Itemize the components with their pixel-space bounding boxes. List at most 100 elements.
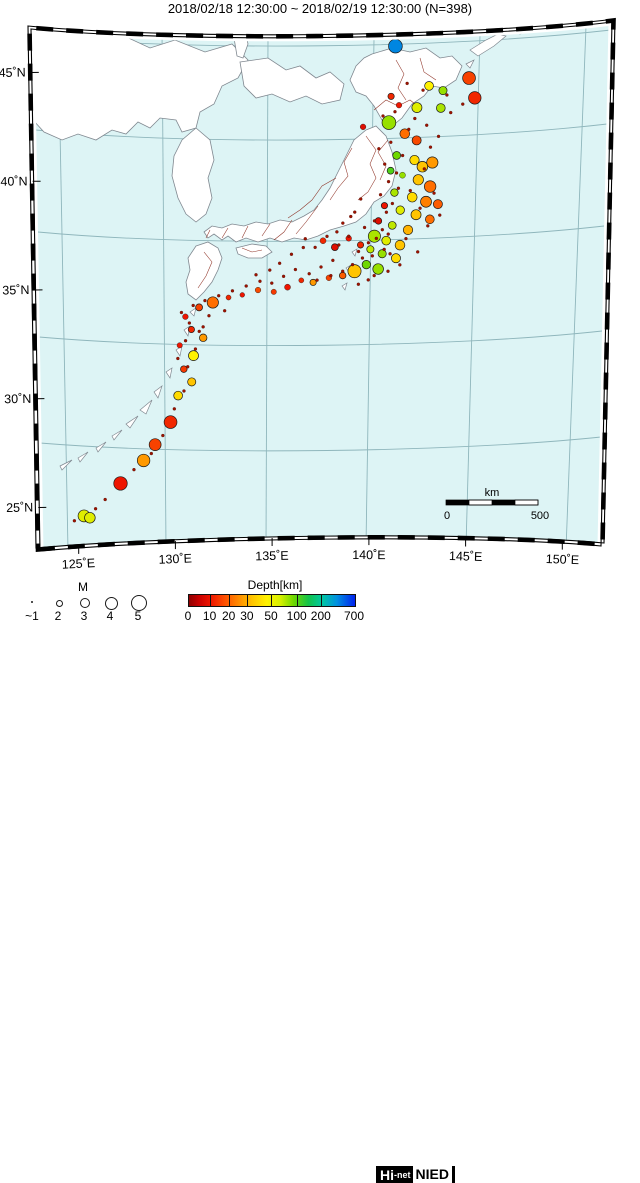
longitude-tick-label: 150˚E <box>546 552 580 567</box>
depth-tick <box>271 594 272 607</box>
earthquake-marker <box>469 92 482 105</box>
magnitude-symbol <box>80 598 90 608</box>
earthquake-marker <box>329 274 332 277</box>
earthquake-marker <box>424 181 436 193</box>
earthquake-marker <box>339 272 346 279</box>
earthquake-marker <box>412 136 421 145</box>
earthquake-marker <box>436 104 445 113</box>
earthquake-marker <box>362 260 371 269</box>
earthquake-marker <box>302 246 305 249</box>
earthquake-marker <box>94 507 97 510</box>
earthquake-marker <box>396 102 402 108</box>
earthquake-marker <box>347 235 350 238</box>
earthquake-marker <box>299 278 304 283</box>
earthquake-marker <box>314 246 317 249</box>
earthquake-marker <box>360 124 366 130</box>
longitude-tick-label: 130˚E <box>158 551 192 566</box>
earthquake-marker <box>373 219 376 222</box>
earthquake-marker <box>373 264 384 275</box>
seismicity-map-page: 2018/02/18 12:30:00 ~ 2018/02/19 12:30:0… <box>0 0 640 626</box>
earthquake-marker <box>132 468 135 471</box>
earthquake-marker <box>389 39 403 53</box>
earthquake-marker <box>278 262 281 265</box>
earthquake-marker <box>335 230 338 233</box>
earthquake-marker <box>395 171 398 174</box>
depth-tick <box>210 594 211 607</box>
earthquake-marker <box>449 111 452 114</box>
earthquake-marker <box>326 235 329 238</box>
earthquake-marker <box>290 253 293 256</box>
earthquake-marker <box>403 225 412 234</box>
earthquake-marker <box>114 477 127 490</box>
earthquake-marker <box>391 202 394 205</box>
earthquake-marker <box>396 206 405 215</box>
earthquake-marker <box>164 416 177 429</box>
earthquake-marker <box>202 325 205 328</box>
hinet-nied-logo: Hi -net NIED <box>376 1166 455 1183</box>
earthquake-marker <box>180 311 183 314</box>
earthquake-marker <box>357 250 360 253</box>
earthquake-marker <box>198 330 201 333</box>
earthquake-marker <box>285 284 291 290</box>
earthquake-marker <box>393 110 396 113</box>
longitude-tick-label: 145˚E <box>449 549 483 564</box>
earthquake-marker <box>367 241 370 244</box>
earthquake-marker <box>375 237 378 240</box>
earthquake-marker <box>389 141 392 144</box>
earthquake-marker <box>425 82 434 91</box>
logo-nied-text: NIED <box>413 1166 452 1183</box>
earthquake-marker <box>357 242 363 248</box>
earthquake-marker <box>255 287 261 293</box>
earthquake-marker <box>226 295 231 300</box>
earthquake-marker <box>401 154 404 157</box>
earthquake-marker <box>427 157 438 168</box>
earthquake-marker <box>320 265 323 268</box>
longitude-tick-label: 140˚E <box>352 548 385 562</box>
earthquake-marker <box>382 116 396 130</box>
magnitude-symbol <box>105 597 118 610</box>
earthquake-marker <box>425 124 428 127</box>
logo-hi-text: Hi <box>380 1168 394 1182</box>
earthquake-marker <box>397 187 400 190</box>
earthquake-marker <box>391 189 399 197</box>
earthquake-marker <box>383 248 386 251</box>
earthquake-marker <box>137 454 150 467</box>
earthquake-marker <box>173 407 176 410</box>
earthquake-marker <box>399 172 405 178</box>
earthquake-marker <box>425 215 434 224</box>
magnitude-legend-title: M <box>78 580 88 594</box>
earthquake-marker <box>353 211 356 214</box>
earthquake-marker <box>363 226 366 229</box>
earthquake-marker <box>331 259 334 262</box>
earthquake-marker <box>383 163 386 166</box>
earthquake-marker <box>186 365 189 368</box>
earthquake-marker <box>341 270 344 273</box>
earthquake-marker <box>411 210 421 220</box>
earthquake-marker <box>182 389 185 392</box>
earthquake-marker <box>245 285 248 288</box>
earthquake-marker <box>438 214 441 217</box>
earthquake-marker <box>393 152 401 160</box>
earthquake-marker <box>429 146 432 149</box>
earthquake-marker <box>196 304 203 311</box>
latitude-tick-label: 25˚N <box>6 501 33 515</box>
magnitude-tick-label: 4 <box>99 609 121 623</box>
logo-net-text: -net <box>394 1168 413 1182</box>
earthquake-marker <box>320 238 326 244</box>
earthquake-marker <box>386 270 389 273</box>
scalebar-unit-label: km <box>485 487 500 499</box>
earthquake-marker <box>371 254 374 257</box>
depth-tick <box>321 594 322 607</box>
depth-tick-label: 700 <box>340 609 368 623</box>
earthquake-marker <box>150 452 153 455</box>
earthquake-marker <box>368 230 380 242</box>
earthquake-marker <box>341 222 344 225</box>
earthquake-marker <box>439 86 447 94</box>
earthquake-marker <box>176 357 179 360</box>
earthquake-marker <box>378 250 386 258</box>
earthquake-marker <box>423 167 426 170</box>
earthquake-marker <box>377 147 380 150</box>
earthquake-marker <box>388 93 394 99</box>
